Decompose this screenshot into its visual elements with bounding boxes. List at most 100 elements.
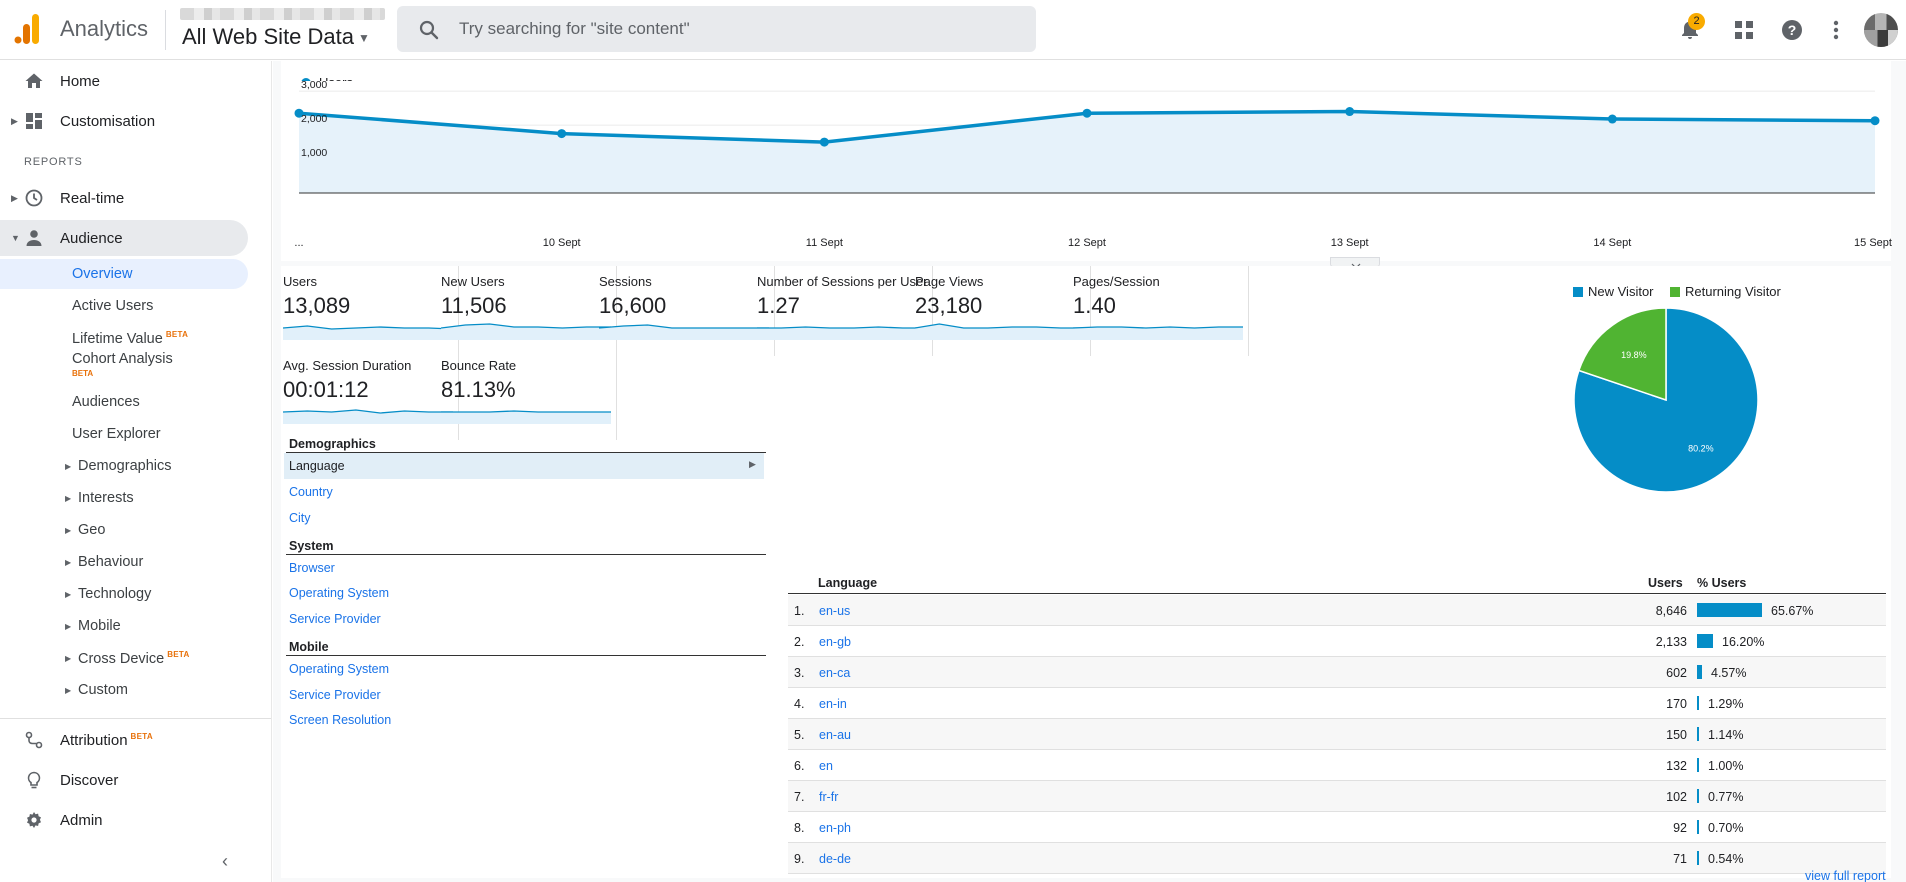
pct-users-bar — [1697, 603, 1762, 617]
sidebar-item-discover[interactable]: Discover — [0, 762, 248, 798]
expand-arrow-icon: ▶ — [65, 461, 72, 471]
row-number: 8. — [794, 821, 805, 835]
sidebar-item-attribution[interactable]: Attribution BETA — [0, 722, 248, 758]
metric-name: Page Views — [915, 274, 984, 289]
metric-value: 11,506 — [441, 293, 507, 318]
sidebar-item-audiences[interactable]: Audiences — [0, 387, 248, 417]
users-area — [299, 111, 1875, 193]
data-point[interactable] — [294, 108, 304, 118]
sidebar-item-realtime[interactable]: ▶ Real-time — [0, 180, 248, 216]
metric-sessions[interactable]: Sessions 16,600 — [597, 266, 775, 356]
dem-link-browser[interactable]: Browser — [289, 561, 335, 575]
account-name-redacted — [180, 8, 385, 20]
dem-link-country[interactable]: Country — [289, 485, 333, 499]
sidebar-item-user-explorer[interactable]: User Explorer — [0, 419, 248, 449]
language-link[interactable]: de-de — [819, 852, 851, 866]
table-row: 4. en-in 170 1.29% — [788, 688, 1886, 719]
sidebar-item-technology[interactable]: ▶ Technology — [0, 579, 248, 609]
help-icon[interactable]: ? — [1778, 16, 1806, 44]
data-point[interactable] — [1082, 108, 1092, 118]
data-point[interactable] — [819, 137, 829, 147]
metric-page-views[interactable]: Page Views 23,180 — [913, 266, 1091, 356]
language-link[interactable]: en-in — [819, 697, 847, 711]
dem-link-mobile-os[interactable]: Operating System — [289, 662, 390, 676]
brand-name: Analytics — [60, 16, 149, 41]
sidebar-item-cross-device[interactable]: ▶ Cross Device BETA — [0, 643, 248, 673]
x-tick-label: 10 Sept — [542, 237, 581, 249]
metric-value: 13,089 — [283, 293, 351, 318]
row-number: 1. — [794, 604, 805, 618]
pie-slice-returning-visitor[interactable] — [1577, 307, 1667, 402]
attribution-icon — [25, 731, 43, 749]
col-header-users: Users — [1648, 576, 1683, 590]
sidebar-item-behaviour[interactable]: ▶ Behaviour — [0, 547, 248, 577]
metric-users[interactable]: Users 13,089 — [281, 266, 459, 356]
sidebar-item-customisation[interactable]: ▶ Customisation — [0, 103, 248, 139]
more-vert-icon[interactable] — [1822, 16, 1850, 44]
sidebar-item-audience[interactable]: ▼ Audience — [0, 220, 248, 256]
data-point[interactable] — [1345, 107, 1355, 117]
metric-avg-session-duration[interactable]: Avg. Session Duration 00:01:12 — [281, 350, 459, 440]
language-link[interactable]: en — [819, 759, 833, 773]
sidebar-item-geo[interactable]: ▶ Geo — [0, 515, 248, 545]
sidebar-item-home[interactable]: Home — [0, 63, 248, 99]
dem-link-mobile-service-provider[interactable]: Service Provider — [289, 688, 381, 702]
metric-sparkline — [599, 324, 769, 340]
data-point[interactable] — [557, 129, 567, 139]
sidebar-item-lifetime-value[interactable]: Lifetime Value BETA — [0, 323, 248, 353]
sidebar-item-custom[interactable]: ▶ Custom — [0, 675, 248, 705]
row-number: 2. — [794, 635, 805, 649]
data-point[interactable] — [1870, 116, 1880, 126]
expand-arrow-icon: ▶ — [65, 493, 72, 503]
language-link[interactable]: fr-fr — [819, 790, 839, 804]
avatar[interactable] — [1864, 13, 1898, 47]
x-tick-label: 15 Sept — [1854, 237, 1892, 249]
language-link[interactable]: en-us — [819, 604, 851, 618]
notifications-badge: 2 — [1688, 13, 1705, 30]
row-number: 4. — [794, 697, 805, 711]
search-input[interactable] — [459, 6, 1019, 52]
language-link[interactable]: en-ca — [819, 666, 851, 680]
collapse-sidebar-icon[interactable]: ‹ — [222, 851, 228, 871]
main-content: Users 3,000 2,000 1,000 ... 10 Sept 11 Sept 1… — [273, 61, 1906, 882]
sidebar-item-demographics[interactable]: ▶ Demographics — [0, 451, 248, 481]
users-value: 102 — [1666, 790, 1687, 804]
language-link[interactable]: en-gb — [819, 635, 851, 649]
analytics-logo-icon[interactable] — [14, 14, 40, 44]
apps-icon[interactable] — [1730, 16, 1758, 44]
expand-arrow-icon: ▶ — [65, 685, 72, 695]
metric-pages-session[interactable]: Pages/Session 1.40 — [1071, 266, 1249, 356]
x-tick-label: 12 Sept — [1068, 237, 1106, 249]
metric-sparkline — [283, 409, 453, 424]
sidebar-item-mobile[interactable]: ▶ Mobile — [0, 611, 248, 641]
search-box[interactable] — [397, 6, 1036, 52]
dem-link-operating-system[interactable]: Operating System — [289, 586, 390, 600]
sidebar-item-overview[interactable]: Overview — [0, 259, 248, 289]
sidebar-item-label: Real-time — [60, 189, 125, 207]
language-link[interactable]: en-ph — [819, 821, 851, 835]
sidebar-item-cohort-analysis[interactable]: Cohort Analysis BETA — [0, 350, 248, 382]
dem-link-service-provider[interactable]: Service Provider — [289, 612, 381, 626]
metric-number-of-sessions-per-user[interactable]: Number of Sessions per User 1.27 — [755, 266, 933, 356]
dem-link-city[interactable]: City — [289, 511, 311, 525]
col-header-pct-users: % Users — [1697, 576, 1747, 590]
sidebar-item-active-users[interactable]: Active Users — [0, 291, 248, 321]
view-full-report-link[interactable]: view full report — [1805, 869, 1886, 882]
metric-bounce-rate[interactable]: Bounce Rate 81.13% — [439, 350, 617, 440]
dem-link-language[interactable]: Language ▶ — [284, 453, 764, 479]
sidebar-item-interests[interactable]: ▶ Interests — [0, 483, 248, 513]
dem-link-screen-resolution[interactable]: Screen Resolution — [289, 713, 392, 727]
table-row: 9. de-de 71 0.54% — [788, 843, 1886, 874]
data-point[interactable] — [1607, 114, 1617, 124]
sidebar-item-label: Cross Device — [78, 650, 165, 667]
property-selector[interactable]: All Web Site Data ▼ — [182, 24, 370, 50]
language-link[interactable]: en-au — [819, 728, 851, 742]
sidebar-item-label: Mobile — [78, 618, 121, 634]
metric-new-users[interactable]: New Users 11,506 — [439, 266, 617, 356]
table-row: 8. en-ph 92 0.70% — [788, 812, 1886, 843]
x-tick-label: 13 Sept — [1330, 237, 1369, 249]
pie-slice-new-visitor[interactable] — [1573, 307, 1759, 493]
sidebar-item-admin[interactable]: Admin — [0, 802, 248, 838]
sidebar-item-label: Geo — [78, 522, 106, 538]
sidebar-item-label: Admin — [60, 811, 103, 829]
